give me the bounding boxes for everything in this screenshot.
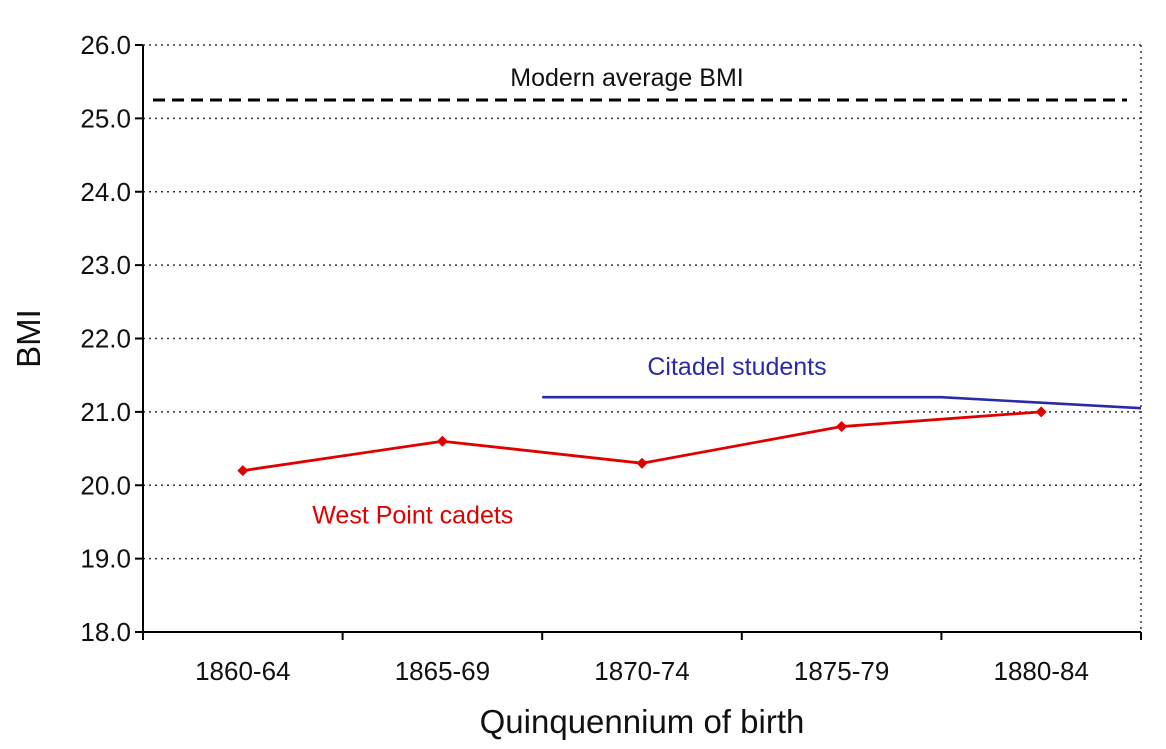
west-point-data-point [436,435,448,447]
x-ticks: 1860-64 1865-69 1870-74 1875-79 1880-84 [142,632,1142,686]
y-tick-label: 21.0 [80,397,131,427]
gridlines [143,44,1141,560]
west-point-data-point [636,457,648,469]
modern-average-bmi-label: Modern average BMI [510,64,743,92]
west-point-data-point [1035,406,1047,418]
citadel-students-label: Citadel students [647,353,826,381]
x-axis-title: Quinquennium of birth [480,703,805,740]
y-tick-label: 20.0 [80,470,131,500]
x-tick-label: 1870-74 [594,656,689,686]
x-tick-label: 1860-64 [195,656,290,686]
west-point-data-point [836,421,848,433]
series-layer: Citadel students West Point cadets [237,353,1142,530]
y-ticks: 18.0 19.0 20.0 21.0 22.0 23.0 24.0 25.0 26.0 [80,30,143,647]
y-tick-label: 23.0 [80,250,131,280]
west-point-data-point [237,465,249,477]
y-tick-label: 18.0 [80,617,131,647]
citadel-students-line [542,395,1142,410]
reference-line-group: Modern average BMI [153,64,1127,102]
y-tick-label: 22.0 [80,324,131,354]
y-tick-label: 25.0 [80,103,131,133]
y-tick-label: 24.0 [80,177,131,207]
y-tick-label: 26.0 [80,30,131,60]
y-tick-label: 19.0 [80,544,131,574]
x-tick-label: 1865-69 [395,656,490,686]
y-axis-title: BMI [10,309,47,368]
west-point-cadets-label: West Point cadets [312,502,513,530]
x-tick-label: 1875-79 [794,656,889,686]
x-tick-label: 1880-84 [993,656,1088,686]
